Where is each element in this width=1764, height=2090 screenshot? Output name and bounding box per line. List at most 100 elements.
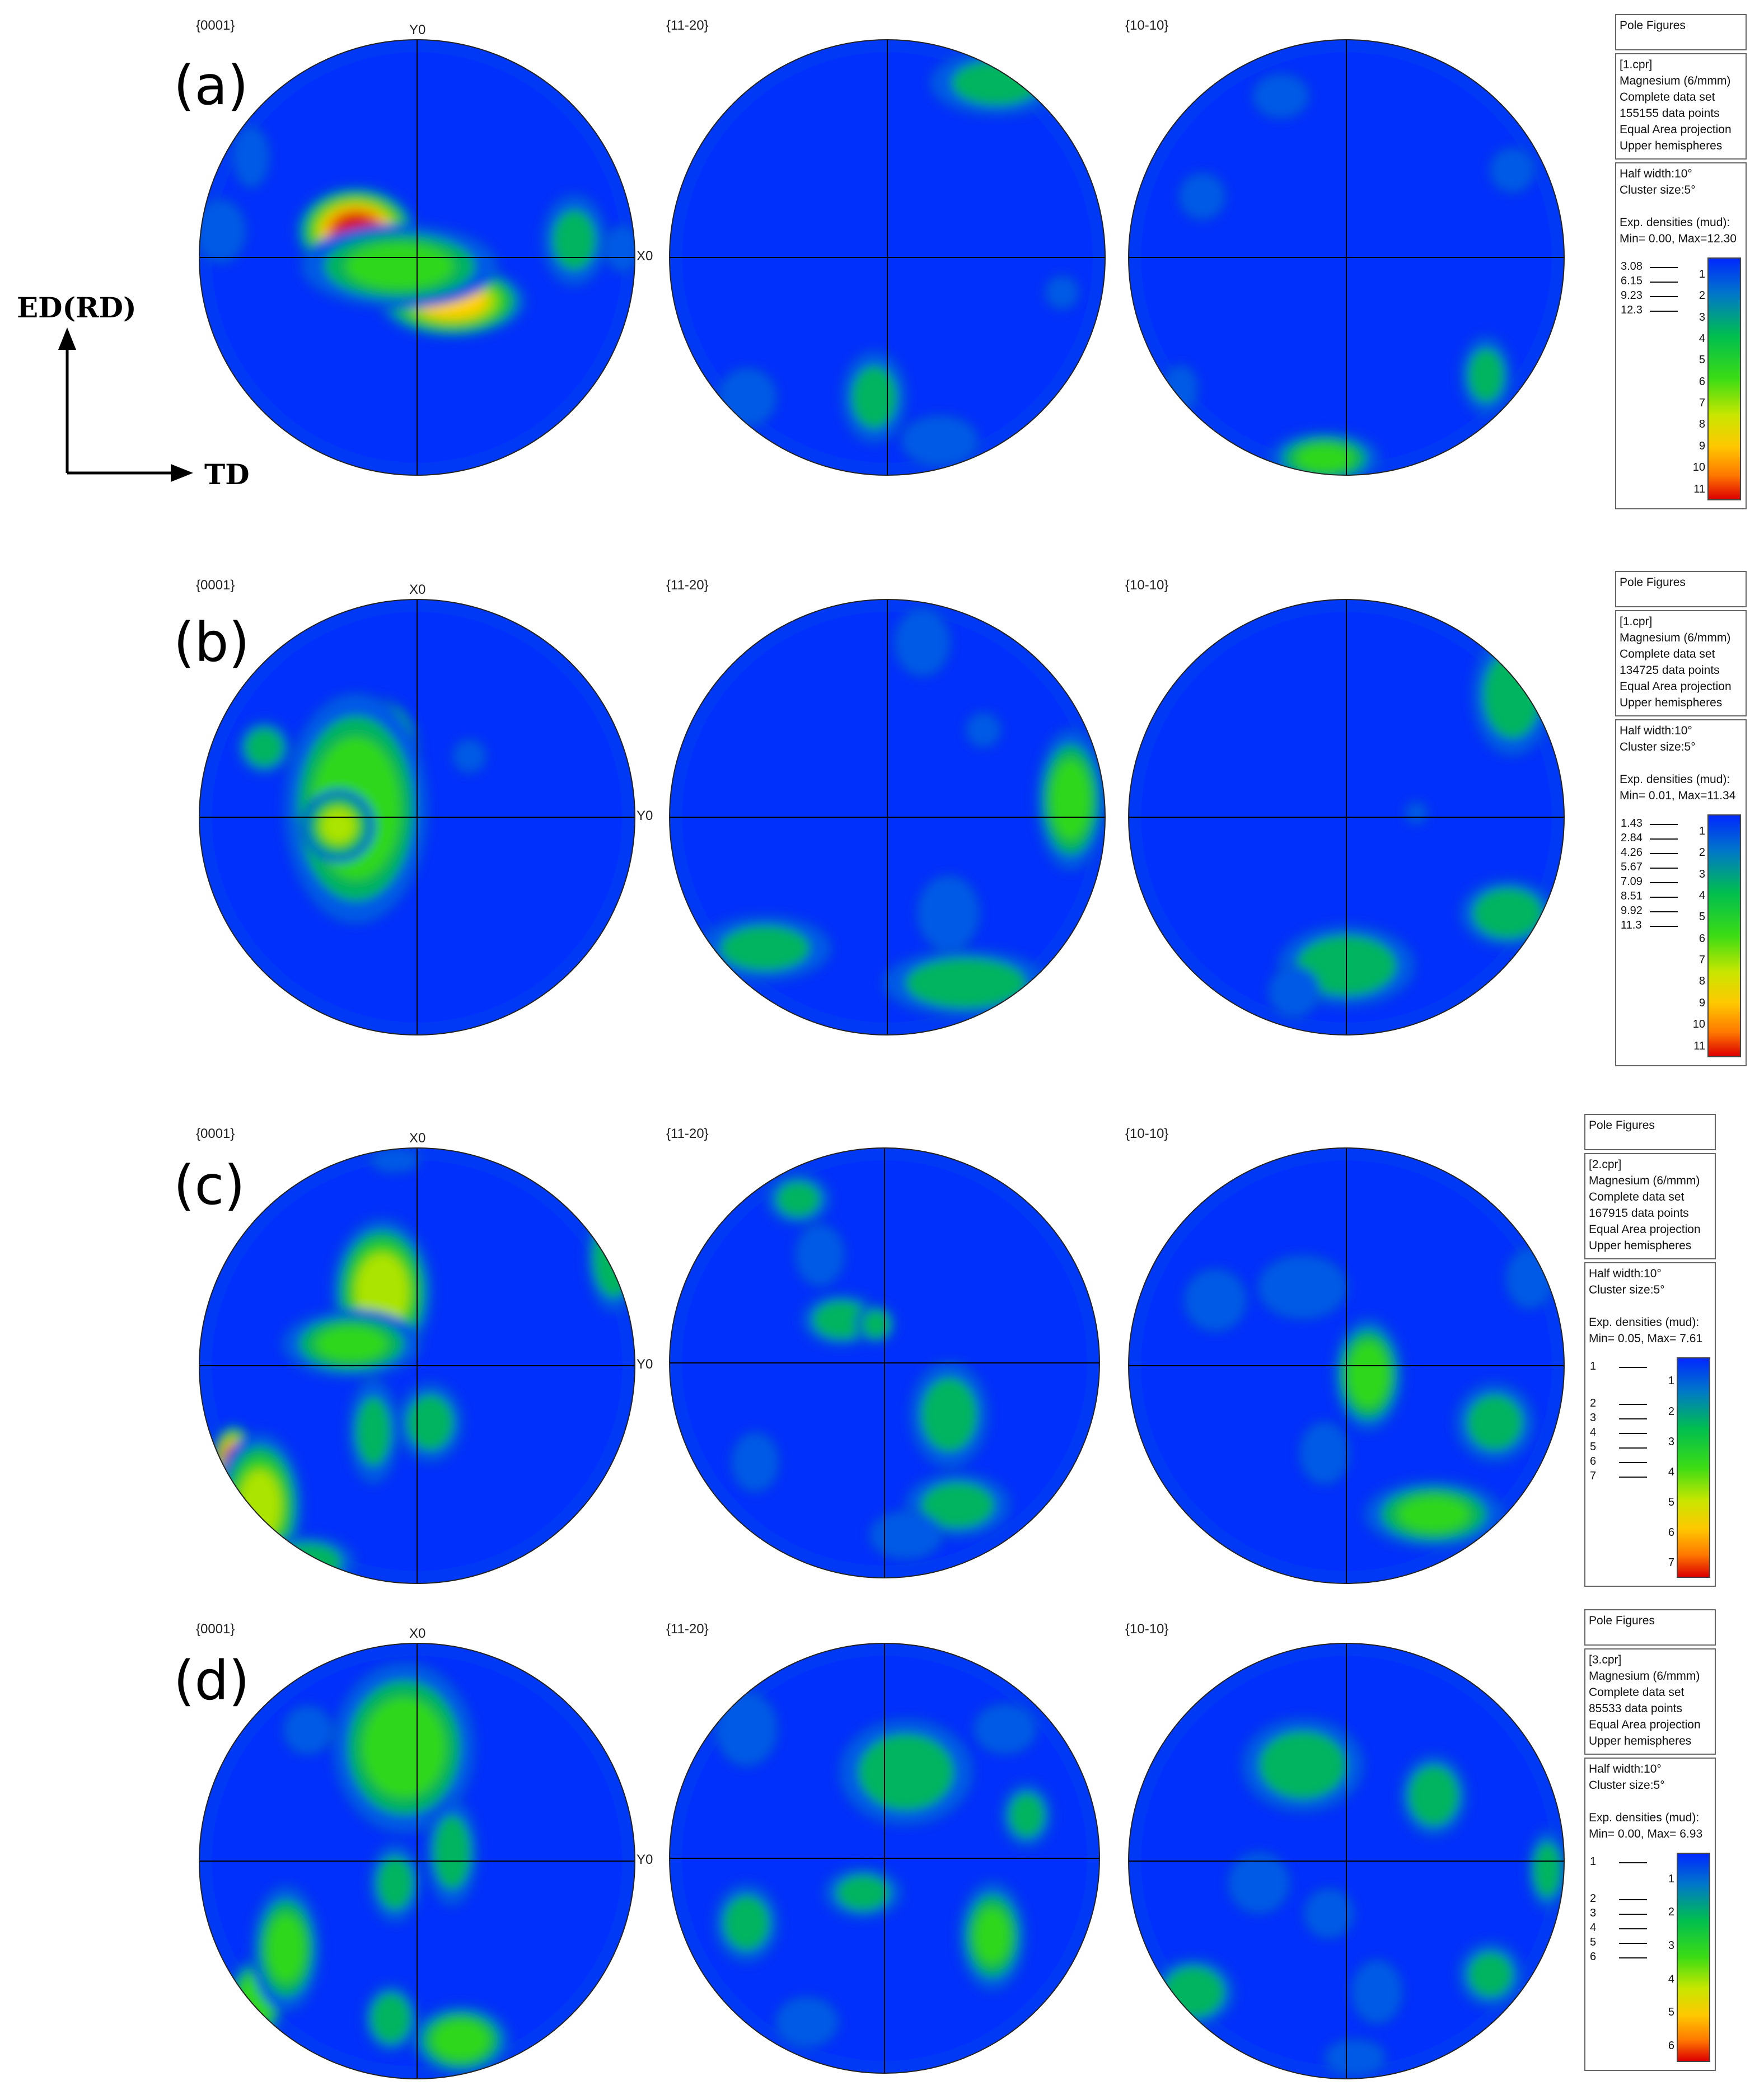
density-contour: [1533, 1841, 1562, 1898]
density-contour: [921, 1482, 995, 1529]
density-contour: [775, 1181, 821, 1217]
density-contour: [1346, 1340, 1390, 1409]
color-scale-tick: 7: [1699, 397, 1705, 410]
density-contour: [1294, 443, 1355, 474]
axis-label-right: Y0: [637, 1357, 653, 1372]
ed-rd-label: ED(RD): [17, 291, 137, 324]
density-contour: [1467, 1952, 1513, 1998]
axis-label-right: Y0: [637, 808, 653, 823]
density-contour: [1227, 1851, 1291, 1915]
color-scale-tick: 3: [1699, 311, 1705, 324]
pole-figure-outline: [1128, 1643, 1565, 2079]
contour-level-line: [1650, 926, 1678, 927]
legend-text: [1589, 1298, 1711, 1314]
legend-text: Half width:10°: [1620, 724, 1692, 737]
contour-level: 9.23: [1621, 289, 1643, 302]
contour-level-line: [1650, 267, 1678, 268]
legend-text: Exp. densities (mud):: [1620, 216, 1730, 229]
color-scale-tick: 4: [1668, 1972, 1674, 1985]
density-contour: [1252, 73, 1310, 119]
density-contour: [921, 1377, 977, 1452]
contour-level-line: [1619, 1367, 1647, 1368]
legend-text: [3.cpr]: [1589, 1653, 1622, 1666]
legend-text: [1620, 755, 1742, 771]
contour-level-line: [1619, 1957, 1647, 1958]
density-contour: [1050, 758, 1092, 842]
color-scale-tick: 4: [1668, 1465, 1674, 1478]
contour-level-line: [1650, 282, 1678, 283]
color-scale-tick: 2: [1699, 846, 1705, 859]
pole-figure-outline: [199, 39, 635, 476]
contour-level: 5: [1590, 1441, 1597, 1453]
legend-text: Complete data set: [1589, 1686, 1685, 1699]
legend-text: Equal Area projection: [1589, 1223, 1701, 1236]
axis-label-top: Y0: [409, 22, 426, 38]
contour-level: 3: [1590, 1412, 1597, 1424]
contour-level: 8.51: [1621, 890, 1643, 902]
contour-level: 3: [1590, 1907, 1597, 1919]
legend-text: Pole Figures: [1589, 1119, 1655, 1132]
density-contour: [370, 1993, 411, 2044]
contour-level: 1: [1590, 1855, 1597, 1868]
pole-figure-outline: [669, 599, 1106, 1035]
density-contour: [344, 242, 455, 290]
panel-row-c: (c) {0001} X0 Y0 {11-20} {10-10} Pole Figures […: [0, 1111, 1764, 1604]
contour-level-line: [1650, 882, 1678, 883]
pole-figure-11-20: [669, 1643, 1100, 2074]
pole-figure-0001: [199, 1147, 635, 1584]
color-scale-tick: 3: [1668, 1939, 1674, 1952]
legend-info: [3.cpr] Magnesium (6/mmm) Complete data se…: [1584, 1648, 1716, 1755]
contour-level-line: [1619, 1418, 1647, 1419]
legend-text: Pole Figures: [1620, 576, 1686, 589]
density-contour: [965, 711, 1002, 748]
pole-figure-10-10: [1128, 1643, 1565, 2079]
color-scale-tick: 3: [1668, 1435, 1674, 1448]
legend-text: Min= 0.00, Max=12.30: [1620, 232, 1737, 245]
pole-figure-title: {0001}: [196, 18, 235, 33]
pole-figure-title: {10-10}: [1125, 1126, 1169, 1141]
legend-text: Pole Figures: [1589, 1614, 1655, 1627]
contour-level-line: [1650, 897, 1678, 898]
axis-label-right: Y0: [637, 1852, 653, 1867]
density-contour: [869, 1510, 943, 1561]
legend-header: Pole Figures: [1584, 1609, 1716, 1646]
contour-level-line: [1650, 868, 1678, 869]
density-contour: [715, 1691, 779, 1767]
density-contour: [916, 875, 981, 952]
pole-figure-outline: [199, 1643, 635, 2079]
density-contour: [1404, 801, 1428, 825]
axis-label-top: X0: [409, 582, 426, 597]
contour-level-line: [1650, 296, 1678, 297]
density-contour: [361, 1696, 447, 1799]
pole-figure-10-10: [1128, 1147, 1565, 1584]
contour-level-line: [1650, 838, 1678, 840]
color-scale-bar: [1677, 1853, 1710, 2062]
color-scale-tick: 3: [1699, 868, 1705, 880]
contour-level: 5: [1590, 1936, 1597, 1948]
density-contour: [314, 1325, 389, 1363]
legend-text: Complete data set: [1589, 1191, 1685, 1203]
density-contour: [1008, 1792, 1045, 1838]
contour-level: 2.84: [1621, 832, 1643, 844]
panel-row-a: (a) {0001} Y0 X0 {11-20} {10-10} Pole Figures […: [0, 11, 1764, 526]
legend-text: 167915 data points: [1589, 1207, 1689, 1220]
color-scale-tick: 6: [1668, 2040, 1674, 2052]
legend-text: Magnesium (6/mmm): [1589, 1174, 1700, 1187]
legend-text: Half width:10°: [1589, 1763, 1662, 1775]
pole-figure-title: {11-20}: [666, 18, 709, 33]
pole-figure-title: {0001}: [196, 1622, 235, 1637]
contour-level-line: [1619, 1914, 1647, 1915]
legend-text: Min= 0.05, Max= 7.61: [1589, 1332, 1703, 1345]
legend-text: [1.cpr]: [1620, 615, 1653, 628]
legend-text: 155155 data points: [1620, 107, 1720, 120]
pole-figure-outline: [1128, 599, 1565, 1035]
pole-figure-title: {11-20}: [666, 1622, 709, 1637]
contour-level-line: [1650, 311, 1678, 312]
color-scale-tick: 6: [1699, 375, 1705, 388]
density-contour: [1489, 147, 1536, 194]
legend-text: [1589, 1793, 1711, 1810]
color-scale-tick: 11: [1693, 482, 1705, 495]
legend-text: Exp. densities (mud):: [1620, 773, 1730, 786]
legend-text: Equal Area projection: [1620, 680, 1732, 693]
density-contour: [1258, 1731, 1347, 1800]
